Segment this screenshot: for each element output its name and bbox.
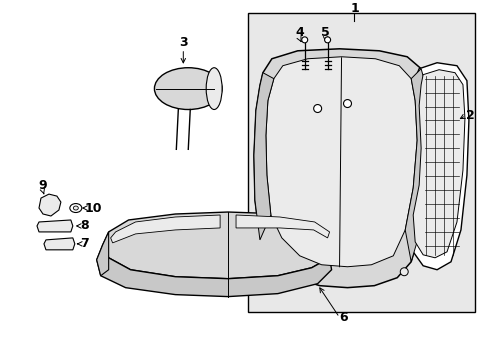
Polygon shape [37, 220, 73, 232]
Text: 2: 2 [465, 109, 473, 122]
Polygon shape [97, 232, 108, 276]
Text: 1: 1 [349, 3, 358, 15]
Polygon shape [405, 63, 468, 270]
Text: 6: 6 [339, 311, 347, 324]
Ellipse shape [206, 68, 222, 109]
Polygon shape [253, 73, 273, 240]
Text: 9: 9 [39, 179, 47, 192]
Polygon shape [44, 238, 75, 250]
Circle shape [313, 104, 321, 112]
Circle shape [400, 268, 407, 276]
Polygon shape [253, 49, 428, 288]
Circle shape [324, 37, 330, 43]
Polygon shape [110, 215, 220, 243]
Polygon shape [102, 212, 336, 279]
Text: 4: 4 [295, 26, 304, 39]
Ellipse shape [73, 206, 78, 210]
Text: 8: 8 [81, 220, 89, 233]
Circle shape [301, 37, 307, 43]
Polygon shape [405, 69, 428, 262]
Circle shape [343, 100, 351, 108]
Text: 10: 10 [85, 202, 102, 215]
Polygon shape [39, 194, 61, 216]
Bar [247, 13, 474, 311]
Ellipse shape [70, 203, 81, 212]
Polygon shape [97, 245, 331, 297]
Polygon shape [412, 70, 464, 258]
Polygon shape [236, 215, 329, 238]
Polygon shape [265, 57, 416, 267]
Text: 7: 7 [80, 237, 89, 250]
Ellipse shape [154, 68, 222, 109]
Text: 3: 3 [179, 36, 187, 49]
Text: 5: 5 [321, 26, 329, 39]
